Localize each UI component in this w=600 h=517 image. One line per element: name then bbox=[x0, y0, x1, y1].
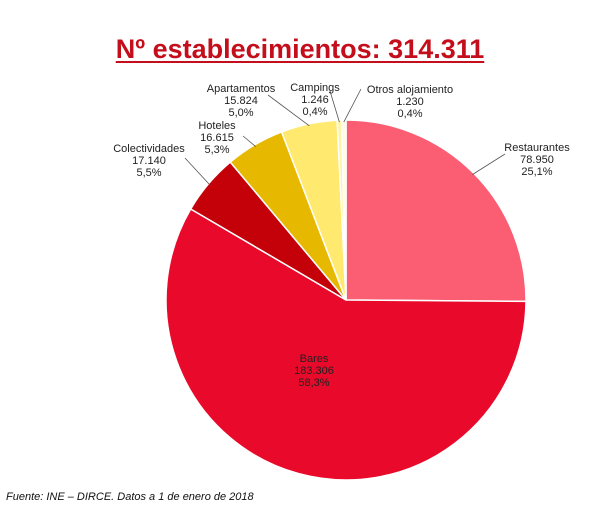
slice-percent: 58,3% bbox=[298, 377, 329, 389]
slice-percent: 5,5% bbox=[136, 167, 161, 179]
data-label-hoteles: Hoteles 16.615 5,3% bbox=[198, 120, 236, 156]
slice-value: 1.246 bbox=[301, 94, 329, 106]
slice-percent: 0,4% bbox=[302, 106, 327, 118]
slice-label: Bares bbox=[300, 353, 329, 365]
leader-line-apartamentos bbox=[267, 94, 310, 127]
slice-label: Hoteles bbox=[198, 120, 236, 132]
source-note: Fuente: INE – DIRCE. Datos a 1 de enero … bbox=[6, 491, 254, 503]
slice-value: 16.615 bbox=[200, 132, 234, 144]
data-label-bares: Bares 183.306 58,3% bbox=[294, 353, 334, 389]
slice-restaurantes bbox=[345, 119, 527, 303]
slice-otros-alojamiento bbox=[340, 119, 347, 301]
slice-value: 15.824 bbox=[224, 95, 258, 107]
slice-bares bbox=[165, 207, 527, 481]
data-label-apartamentos: Apartamentos 15.824 5,0% bbox=[207, 83, 276, 119]
slice-label: Colectividades bbox=[113, 143, 185, 155]
leader-line-otros-alojamiento bbox=[343, 88, 362, 123]
slice-value: 1.230 bbox=[396, 96, 424, 108]
slice-label: Otros alojamiento bbox=[367, 84, 453, 96]
leader-line-colectividades bbox=[184, 157, 211, 186]
data-label-restaurantes: Restaurantes 78.950 25,1% bbox=[504, 142, 570, 178]
data-label-colectividades: Colectividades 17.140 5,5% bbox=[113, 143, 185, 179]
slice-label: Restaurantes bbox=[504, 142, 570, 154]
slice-percent: 0,4% bbox=[397, 108, 422, 120]
slice-value: 78.950 bbox=[520, 154, 554, 166]
leader-line-campings bbox=[329, 90, 340, 123]
slice-percent: 25,1% bbox=[521, 166, 552, 178]
data-label-campings: Campings 1.246 0,4% bbox=[290, 82, 340, 118]
chart-title: Nº establecimientos: 314.311 bbox=[115, 34, 485, 64]
slice-label: Campings bbox=[290, 82, 340, 94]
slice-value: 183.306 bbox=[294, 365, 334, 377]
slice-percent: 5,3% bbox=[204, 144, 229, 156]
leader-line-hoteles bbox=[242, 135, 256, 147]
slice-percent: 5,0% bbox=[228, 107, 253, 119]
data-label-otros-alojamiento: Otros alojamiento 1.230 0,4% bbox=[367, 84, 453, 120]
slice-value: 17.140 bbox=[132, 155, 166, 167]
slice-label: Apartamentos bbox=[207, 83, 276, 95]
leader-line-restaurantes bbox=[472, 153, 506, 175]
